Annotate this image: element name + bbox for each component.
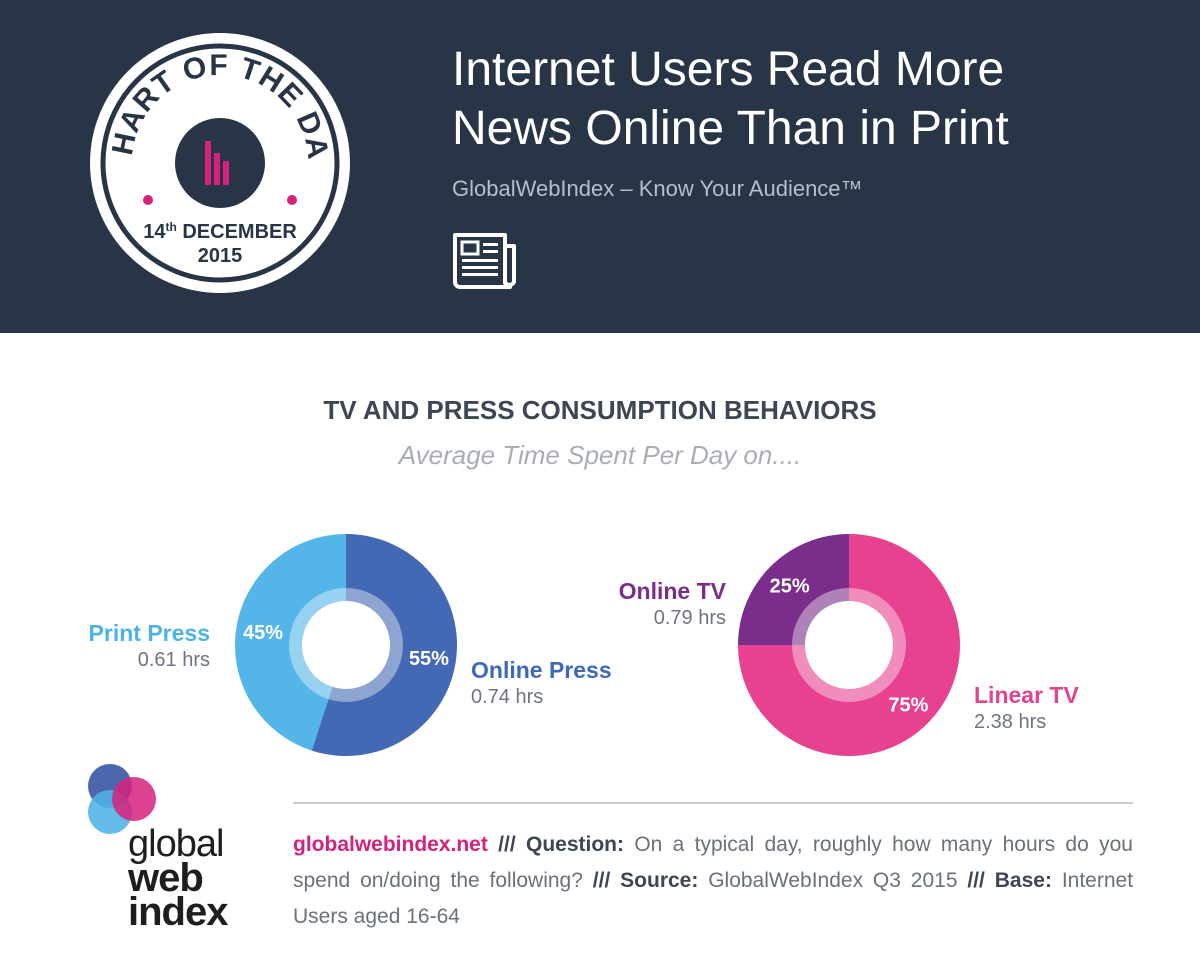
legend-online-tv-name: Online TV bbox=[618, 578, 726, 604]
slice-label-linear-tv: 75% bbox=[888, 694, 928, 716]
chart-of-the-day-badge: CHART OF THE DAY 14th DECEMBER 2015 bbox=[90, 33, 350, 293]
logo-word-web: web bbox=[128, 856, 204, 900]
header-banner: CHART OF THE DAY 14th DECEMBER 2015 Inte… bbox=[0, 0, 1200, 333]
footer-source-label: Source: bbox=[620, 869, 699, 892]
slice-label-print-press: 45% bbox=[243, 622, 283, 644]
footer-source-text: GlobalWebIndex Q3 2015 bbox=[708, 869, 958, 892]
legend-print-press: Print Press 0.61 hrs bbox=[89, 620, 210, 672]
slice-label-online-tv: 25% bbox=[770, 576, 810, 598]
legend-print-press-name: Print Press bbox=[88, 620, 210, 646]
footer-site-link[interactable]: globalwebindex.net bbox=[293, 833, 488, 856]
title-line-1: Internet Users Read More bbox=[452, 43, 1005, 96]
footer-separator: /// bbox=[592, 869, 611, 892]
legend-online-tv-hours: 0.79 hrs bbox=[653, 607, 726, 629]
legend-online-press-name: Online Press bbox=[471, 657, 612, 683]
slice-label-online-press: 55% bbox=[409, 648, 449, 670]
chart-subheading: Average Time Spent Per Day on.... bbox=[398, 440, 802, 470]
footer-separator: /// bbox=[498, 833, 516, 856]
svg-text:14th DECEMBER: 14th DECEMBER bbox=[143, 220, 297, 243]
legend-linear-tv-name: Linear TV bbox=[974, 682, 1079, 708]
footer-base-text: Internet Users aged 16-64 bbox=[293, 869, 1134, 928]
slice-print-press bbox=[235, 534, 346, 751]
legend-online-tv: Online TV 0.79 hrs bbox=[619, 578, 726, 630]
legend-online-press-hours: 0.74 hrs bbox=[471, 686, 544, 708]
donut-hole bbox=[805, 601, 893, 689]
logo-word-index: index bbox=[128, 890, 228, 934]
chart-heading: TV AND PRESS CONSUMPTION BEHAVIORS bbox=[323, 395, 877, 425]
tv-donut-chart: 75% 25% bbox=[738, 534, 960, 756]
page-subtitle: GlobalWebIndex – Know Your Audience™ bbox=[452, 176, 863, 201]
logo-word-global: global bbox=[128, 823, 224, 865]
globalwebindex-logo: global web index bbox=[84, 762, 264, 932]
badge-date-day: 14 bbox=[143, 221, 166, 243]
badge-date-suffix: th bbox=[165, 220, 176, 234]
badge-date-month: DECEMBER bbox=[182, 221, 297, 243]
footer-base-label: Base: bbox=[994, 869, 1052, 892]
press-donut-chart: 55% 45% bbox=[235, 534, 457, 756]
legend-print-press-hours: 0.61 hrs bbox=[137, 649, 210, 671]
logo-circles-icon bbox=[88, 764, 156, 834]
donut-hole bbox=[302, 601, 390, 689]
footer-question-text: On a typical day, roughly how many hours… bbox=[293, 833, 1133, 892]
footer-separator: /// bbox=[967, 869, 985, 892]
page-title: Internet Users Read More News Online Tha… bbox=[452, 40, 1152, 158]
legend-linear-tv-hours: 2.38 hrs bbox=[974, 711, 1047, 733]
footer-divider bbox=[293, 802, 1133, 804]
newspaper-icon bbox=[453, 233, 516, 289]
footer-question-label: Question: bbox=[526, 833, 624, 856]
legend-linear-tv: Linear TV 2.38 hrs bbox=[974, 682, 1079, 734]
bar-chart-icon bbox=[205, 141, 229, 185]
legend-online-press: Online Press 0.74 hrs bbox=[471, 657, 612, 709]
badge-date-year: 2015 bbox=[198, 245, 243, 267]
title-line-2: News Online Than in Print bbox=[452, 102, 1009, 155]
footer-note: globalwebindex.net /// Question: On a ty… bbox=[293, 827, 1133, 935]
